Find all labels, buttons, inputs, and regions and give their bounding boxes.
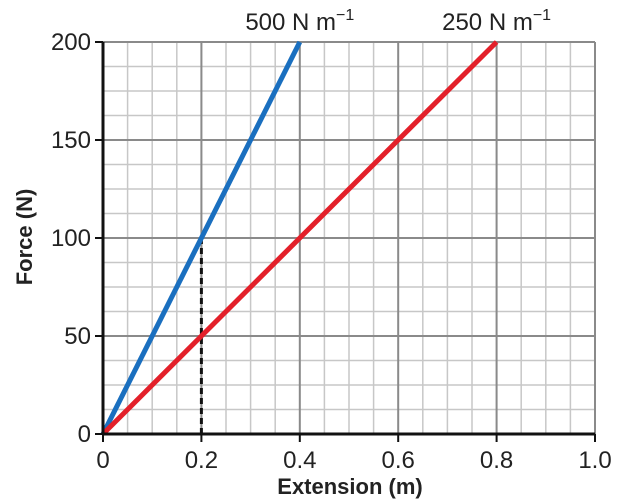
- series-label-250: 250 N m−1: [442, 7, 551, 36]
- x-tick-label: 0: [96, 447, 109, 474]
- series-label-500: 500 N m−1: [245, 7, 354, 36]
- axes: [95, 41, 596, 442]
- y-tick-label: 50: [64, 323, 91, 350]
- series-line-500: [100, 40, 303, 436]
- y-tick-label: 200: [51, 29, 91, 56]
- y-tick-label: 150: [51, 127, 91, 154]
- series-line-250: [101, 40, 499, 436]
- series-layer: [100, 40, 499, 436]
- y-tick-label: 100: [51, 225, 91, 252]
- x-tick-label: 0.6: [382, 447, 415, 474]
- tick-labels: 0 0.2 0.4 0.6 0.8 1.0 0 50 100 150 200: [51, 29, 612, 474]
- x-tick-label: 0.4: [283, 447, 316, 474]
- y-tick-label: 0: [78, 421, 91, 448]
- x-axis-title: Extension (m): [277, 474, 422, 499]
- x-tick-label: 0.2: [185, 447, 218, 474]
- y-axis-title: Force (N): [12, 189, 37, 286]
- x-tick-label: 0.8: [480, 447, 513, 474]
- series-labels: 500 N m−1 250 N m−1: [245, 7, 551, 36]
- x-tick-label: 1.0: [578, 447, 611, 474]
